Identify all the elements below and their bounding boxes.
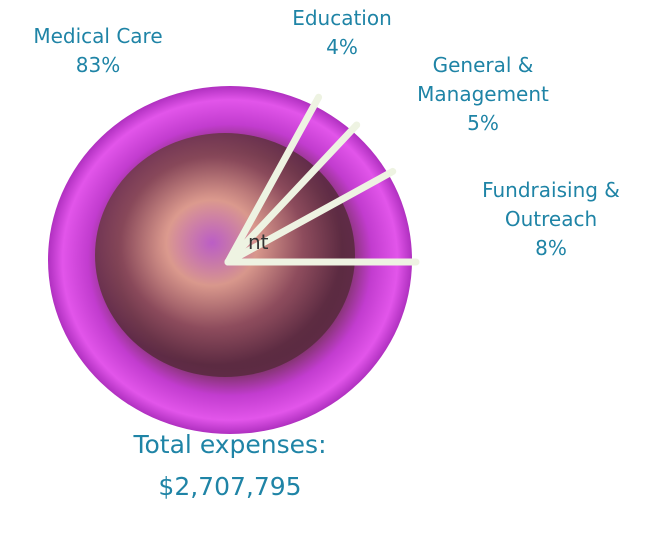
- category: Education: [292, 6, 392, 30]
- value-label: 4%: [326, 35, 358, 59]
- total-title: Total expenses:: [133, 430, 327, 459]
- slice-divider: [224, 167, 397, 266]
- label: General & Management 5%: [392, 51, 574, 138]
- label: Education 4%: [262, 4, 422, 62]
- total-value: $2,707,795: [158, 472, 302, 501]
- value-label: 8%: [535, 236, 567, 260]
- value-label: 83%: [75, 53, 121, 77]
- cut-text: nt: [248, 230, 269, 254]
- category: General & Management: [417, 53, 549, 106]
- category: Medical Care: [33, 24, 163, 48]
- label: Medical Care 83%: [0, 22, 196, 80]
- slice-divider: [224, 93, 323, 266]
- category: Fundraising & Outreach: [482, 178, 620, 231]
- slice-divider: [224, 121, 361, 266]
- value-label: 5%: [467, 111, 499, 135]
- label: Fundraising & Outreach 8%: [456, 176, 646, 263]
